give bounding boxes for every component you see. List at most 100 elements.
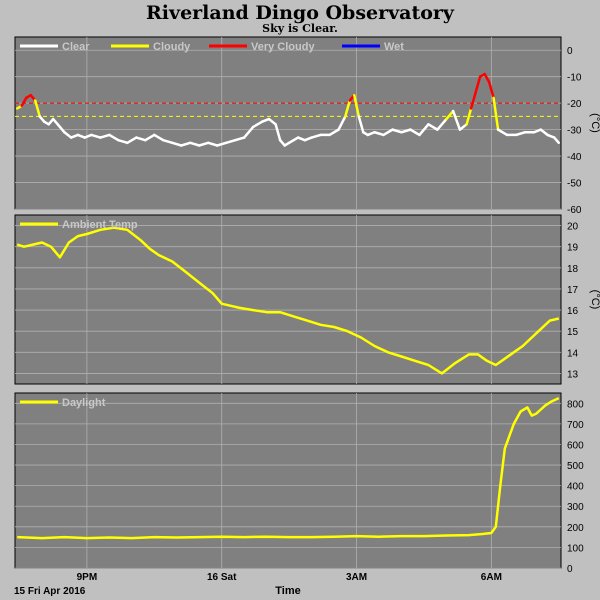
sky-series-segment [171, 141, 183, 147]
y-tick-label: -40 [567, 152, 582, 163]
sky-series-segment [344, 99, 352, 118]
y-tick-label: 100 [567, 543, 584, 554]
sky-series-segment [126, 136, 138, 145]
plot-background [14, 36, 562, 210]
sky-series-segment [206, 141, 219, 147]
y-axis-label: (°C) [589, 290, 600, 310]
x-tick-label: 6AM [481, 572, 502, 583]
x-tick-label: 3AM [346, 572, 367, 583]
y-tick-label: -60 [567, 205, 582, 216]
sky-series-segment [117, 138, 129, 145]
sky-series-segment [189, 141, 201, 147]
legend-label: Clear [62, 41, 90, 53]
sky-series-segment [180, 141, 192, 147]
sky-series-segment [242, 125, 255, 139]
sky-series-segment [267, 117, 277, 126]
sky-series-segment [418, 123, 430, 137]
sky-series-segment [539, 128, 549, 137]
x-axis-label: Time [275, 585, 300, 597]
series-line-ambient-temp [16, 226, 560, 375]
sky-series-segment [310, 133, 322, 139]
y-tick-label: 13 [567, 369, 579, 380]
y-tick-label: -30 [567, 126, 582, 137]
page-subtitle: Sky is Clear. [262, 22, 338, 35]
sky-series-segment [465, 107, 473, 126]
y-axis-label: (°C) [589, 113, 600, 133]
plot-background [14, 392, 562, 569]
sky-series-segment [382, 128, 394, 137]
sky-series-segment [108, 133, 120, 142]
y-tick-label: 16 [567, 306, 579, 317]
y-tick-label: 700 [567, 420, 584, 431]
legend-label: Cloudy [153, 41, 191, 53]
chart-panel-2: 20 19 18 17 16 15 14 13 (°C) Ambient Temp [14, 214, 600, 385]
y-tick-label: -20 [567, 99, 582, 110]
sky-series-segment [492, 96, 500, 131]
series-line-daylight [17, 396, 560, 540]
sky-series-segment [20, 96, 28, 108]
sky-series-segment [353, 93, 361, 118]
y-tick-label: 14 [567, 348, 579, 359]
sky-series-segment [337, 115, 347, 131]
y-tick-label: 500 [567, 461, 584, 472]
y-tick-label: 17 [567, 285, 579, 296]
sky-series-segment [391, 128, 403, 134]
sky-series-segment [162, 138, 174, 145]
chart-panel-3: 800 700 600 500 400 300 200 100 0 Daylight [14, 392, 584, 575]
sky-series-segment [445, 109, 455, 121]
legend-label: Very Cloudy [251, 41, 315, 53]
page-title: Riverland Dingo Observatory [146, 2, 454, 24]
sky-series-segment [514, 131, 527, 137]
y-tick-label: 20 [567, 222, 579, 233]
sky-series-segment [436, 117, 448, 131]
sky-series-segment [357, 115, 365, 134]
sky-series-segment [474, 75, 482, 94]
y-tick-label: -50 [567, 179, 582, 190]
sky-series-segment [56, 123, 66, 134]
y-tick-label: 800 [567, 399, 584, 410]
sky-series-segment [496, 128, 509, 137]
sky-series-segment [553, 136, 561, 145]
y-tick-label: 400 [567, 482, 584, 493]
y-tick-label: -10 [567, 73, 582, 84]
sky-series-segment [458, 123, 468, 131]
sky-series-segment [483, 72, 491, 84]
x-tick-label: 9PM [77, 572, 98, 583]
sky-series-segment [153, 133, 165, 142]
sky-series-segment [400, 128, 412, 134]
sky-series-segment [427, 123, 439, 131]
legend-label: Ambient Temp [62, 219, 138, 231]
y-tick-label: 200 [567, 523, 584, 534]
x-tick-label: 16 Sat [207, 572, 237, 583]
sky-series-segment [144, 133, 156, 142]
sky-series-segment [135, 136, 147, 142]
y-tick-label: 18 [567, 264, 579, 275]
sky-series-segment [451, 109, 462, 131]
sky-series-segment [224, 138, 237, 145]
y-tick-label: 19 [567, 243, 579, 254]
sky-series-segment [274, 123, 282, 142]
y-tick-label: 0 [567, 46, 573, 57]
legend-label: Wet [384, 41, 404, 53]
sky-series-segment [99, 133, 111, 139]
plot-background [14, 214, 562, 385]
chart-panel-1: 0 -10 -20 -30 -40 -50 -60 (°C) Clear Cloudy Very C… [14, 36, 600, 216]
date-label: 15 Fri Apr 2016 [14, 586, 86, 597]
sky-series-segment [469, 91, 477, 110]
y-tick-label: 300 [567, 502, 584, 513]
sky-series-segment [197, 141, 210, 147]
sky-series-segment [33, 99, 41, 118]
sky-series-segment [409, 128, 421, 137]
sky-series-segment [373, 131, 385, 137]
sky-series-segment [251, 120, 264, 129]
y-tick-label: 15 [567, 327, 579, 338]
y-tick-label: 0 [567, 564, 573, 575]
sky-series-segment [215, 141, 228, 147]
sky-series-segment [233, 136, 246, 142]
sky-series-segment [63, 131, 73, 139]
y-tick-label: 600 [567, 440, 584, 451]
sky-series-segment [487, 80, 495, 100]
sky-series-segment [328, 128, 340, 137]
sky-series-segment [90, 133, 102, 139]
